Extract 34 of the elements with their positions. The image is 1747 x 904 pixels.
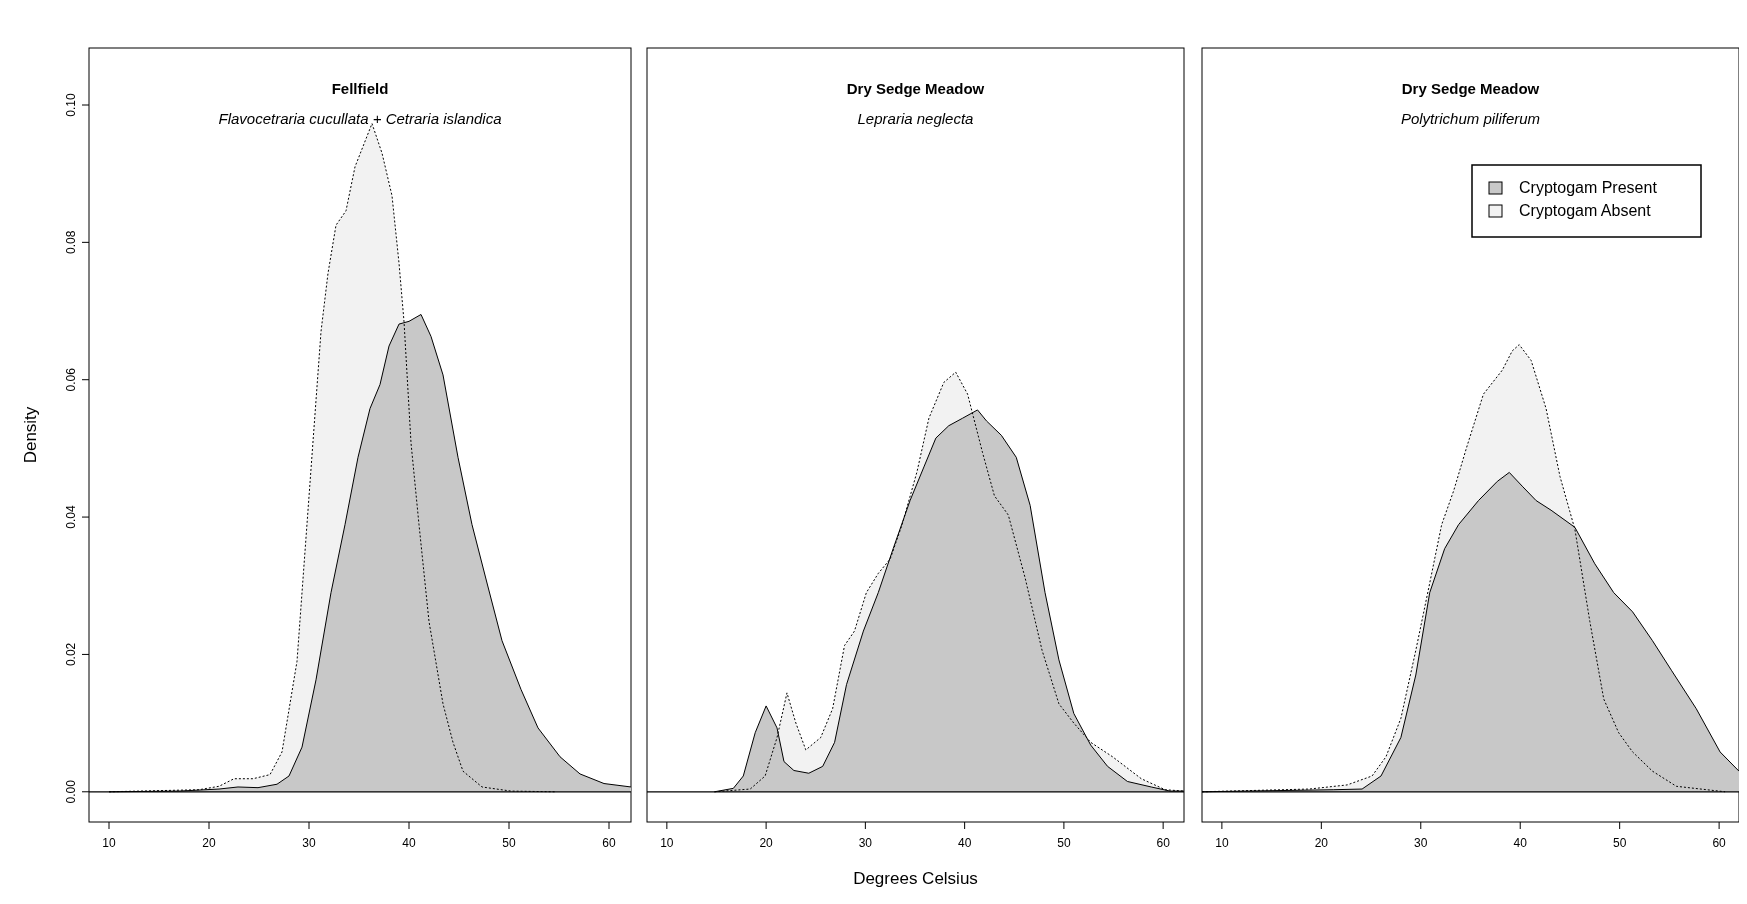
y-tick-label: 0.08 [64, 230, 78, 255]
y-tick-label: 0.04 [64, 505, 78, 529]
x-tick-label: 10 [660, 836, 674, 850]
legend-label: Cryptogam Absent [1519, 202, 1652, 219]
x-tick-label: 60 [602, 836, 616, 850]
text: Polytrichum piliferum [1400, 110, 1541, 127]
text: Lepraria neglecta [857, 110, 974, 127]
x-tick-label: 20 [759, 836, 774, 850]
x-tick-label: 60 [1712, 836, 1727, 850]
x-tick-label: 10 [1215, 836, 1229, 850]
y-axis-title: Density [21, 406, 40, 464]
x-tick-label: 40 [957, 836, 972, 850]
y-tick-label: 0.02 [64, 642, 78, 667]
text: Dry Sedge Meadow [846, 80, 985, 97]
x-tick-label: 50 [1057, 836, 1071, 850]
x-tick-label: 30 [302, 836, 316, 850]
x-tick-label: 50 [502, 836, 516, 850]
x-tick-label: 40 [1513, 836, 1528, 850]
x-tick-label: 30 [1414, 836, 1428, 850]
x-axis-title: Degrees Celsius [853, 869, 978, 888]
y-tick-label: 0.00 [64, 779, 78, 804]
y-tick-label: 0.06 [64, 367, 78, 392]
text: Flavocetraria cucullata + Cetraria islandica [218, 110, 502, 127]
x-tick-label: 20 [1314, 836, 1329, 850]
x-tick-label: 40 [402, 836, 416, 850]
text: Fellfield [331, 80, 389, 97]
legend-label: Cryptogam Present [1519, 179, 1658, 196]
y-tick-label: 0.10 [64, 93, 78, 117]
x-tick-label: 50 [1612, 836, 1627, 850]
x-tick-label: 30 [858, 836, 873, 850]
x-tick-label: 20 [202, 836, 216, 850]
text: Dry Sedge Meadow [1401, 80, 1540, 97]
x-tick-label: 10 [102, 836, 116, 850]
x-tick-label: 60 [1156, 836, 1171, 850]
